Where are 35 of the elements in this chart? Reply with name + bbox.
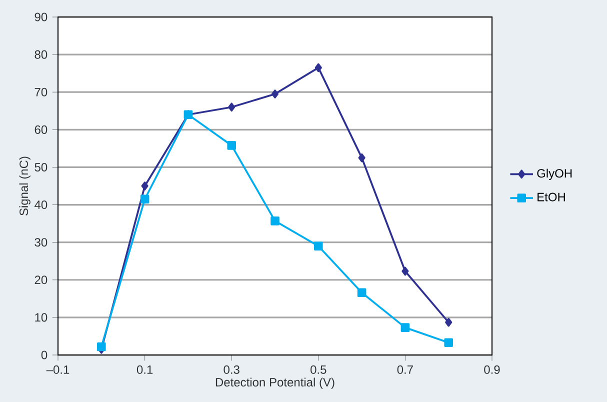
- point: [357, 288, 366, 298]
- y-tick-label: 10: [35, 313, 48, 322]
- point: [140, 194, 150, 204]
- x-tick-label: 0.9: [484, 365, 500, 374]
- y-tick-label: 40: [34, 200, 48, 210]
- point: [358, 153, 366, 162]
- y-tick-label: 60: [34, 125, 48, 134]
- y-tick-label: 70: [34, 88, 48, 96]
- y-axis-title: Signal (nC): [19, 156, 30, 216]
- point: [444, 338, 453, 347]
- x-tick-label: 0.5: [310, 365, 326, 374]
- point: [314, 63, 322, 72]
- point: [228, 102, 236, 112]
- point: [227, 141, 236, 150]
- x-tick-label: –0.1: [46, 365, 70, 374]
- point: [402, 266, 409, 276]
- y-tick-label: 0: [41, 350, 48, 360]
- x-tick-label: 0.1: [136, 365, 153, 374]
- y-tick-label: 50: [34, 162, 48, 172]
- x-tick-label: 0.3: [224, 365, 240, 374]
- x-axis-title: Detection Potential (V): [216, 378, 334, 389]
- point: [400, 323, 410, 332]
- y-tick-label: 90: [34, 12, 48, 22]
- y-tick-label: 20: [34, 276, 48, 284]
- point: [97, 342, 106, 352]
- point: [445, 318, 452, 327]
- y-tick-label: 30: [34, 238, 48, 247]
- x-tick-label: 0.7: [397, 365, 413, 374]
- point: [270, 216, 280, 226]
- point: [314, 242, 323, 250]
- legend-label: GlyOH: [537, 168, 572, 180]
- y-tick-label: 80: [34, 50, 48, 59]
- point: [271, 90, 279, 98]
- legend-label: EtOH: [538, 192, 565, 202]
- point: [141, 182, 148, 190]
